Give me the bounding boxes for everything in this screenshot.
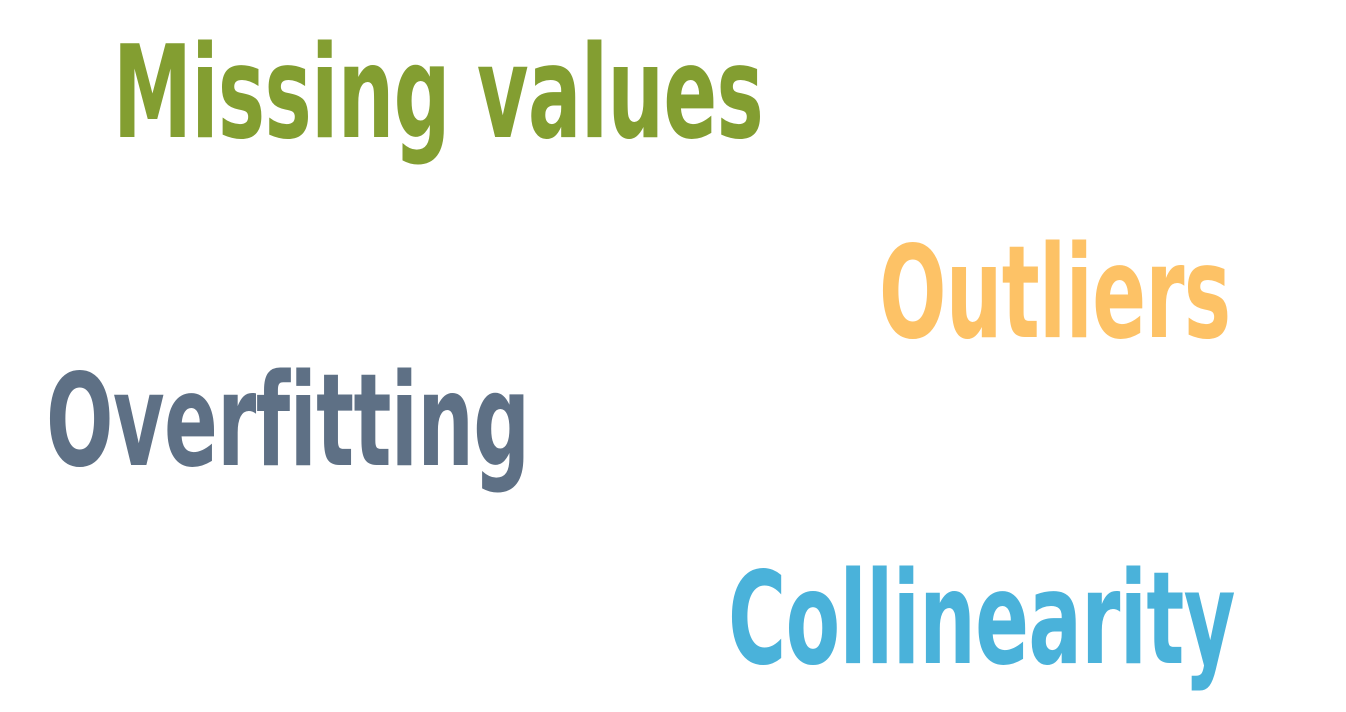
word-overfitting: Overfitting — [46, 347, 530, 496]
word-collinearity: Collinearity — [728, 545, 1235, 694]
word-outliers: Outliers — [879, 219, 1231, 368]
word-missing-values: Missing values — [113, 19, 764, 168]
